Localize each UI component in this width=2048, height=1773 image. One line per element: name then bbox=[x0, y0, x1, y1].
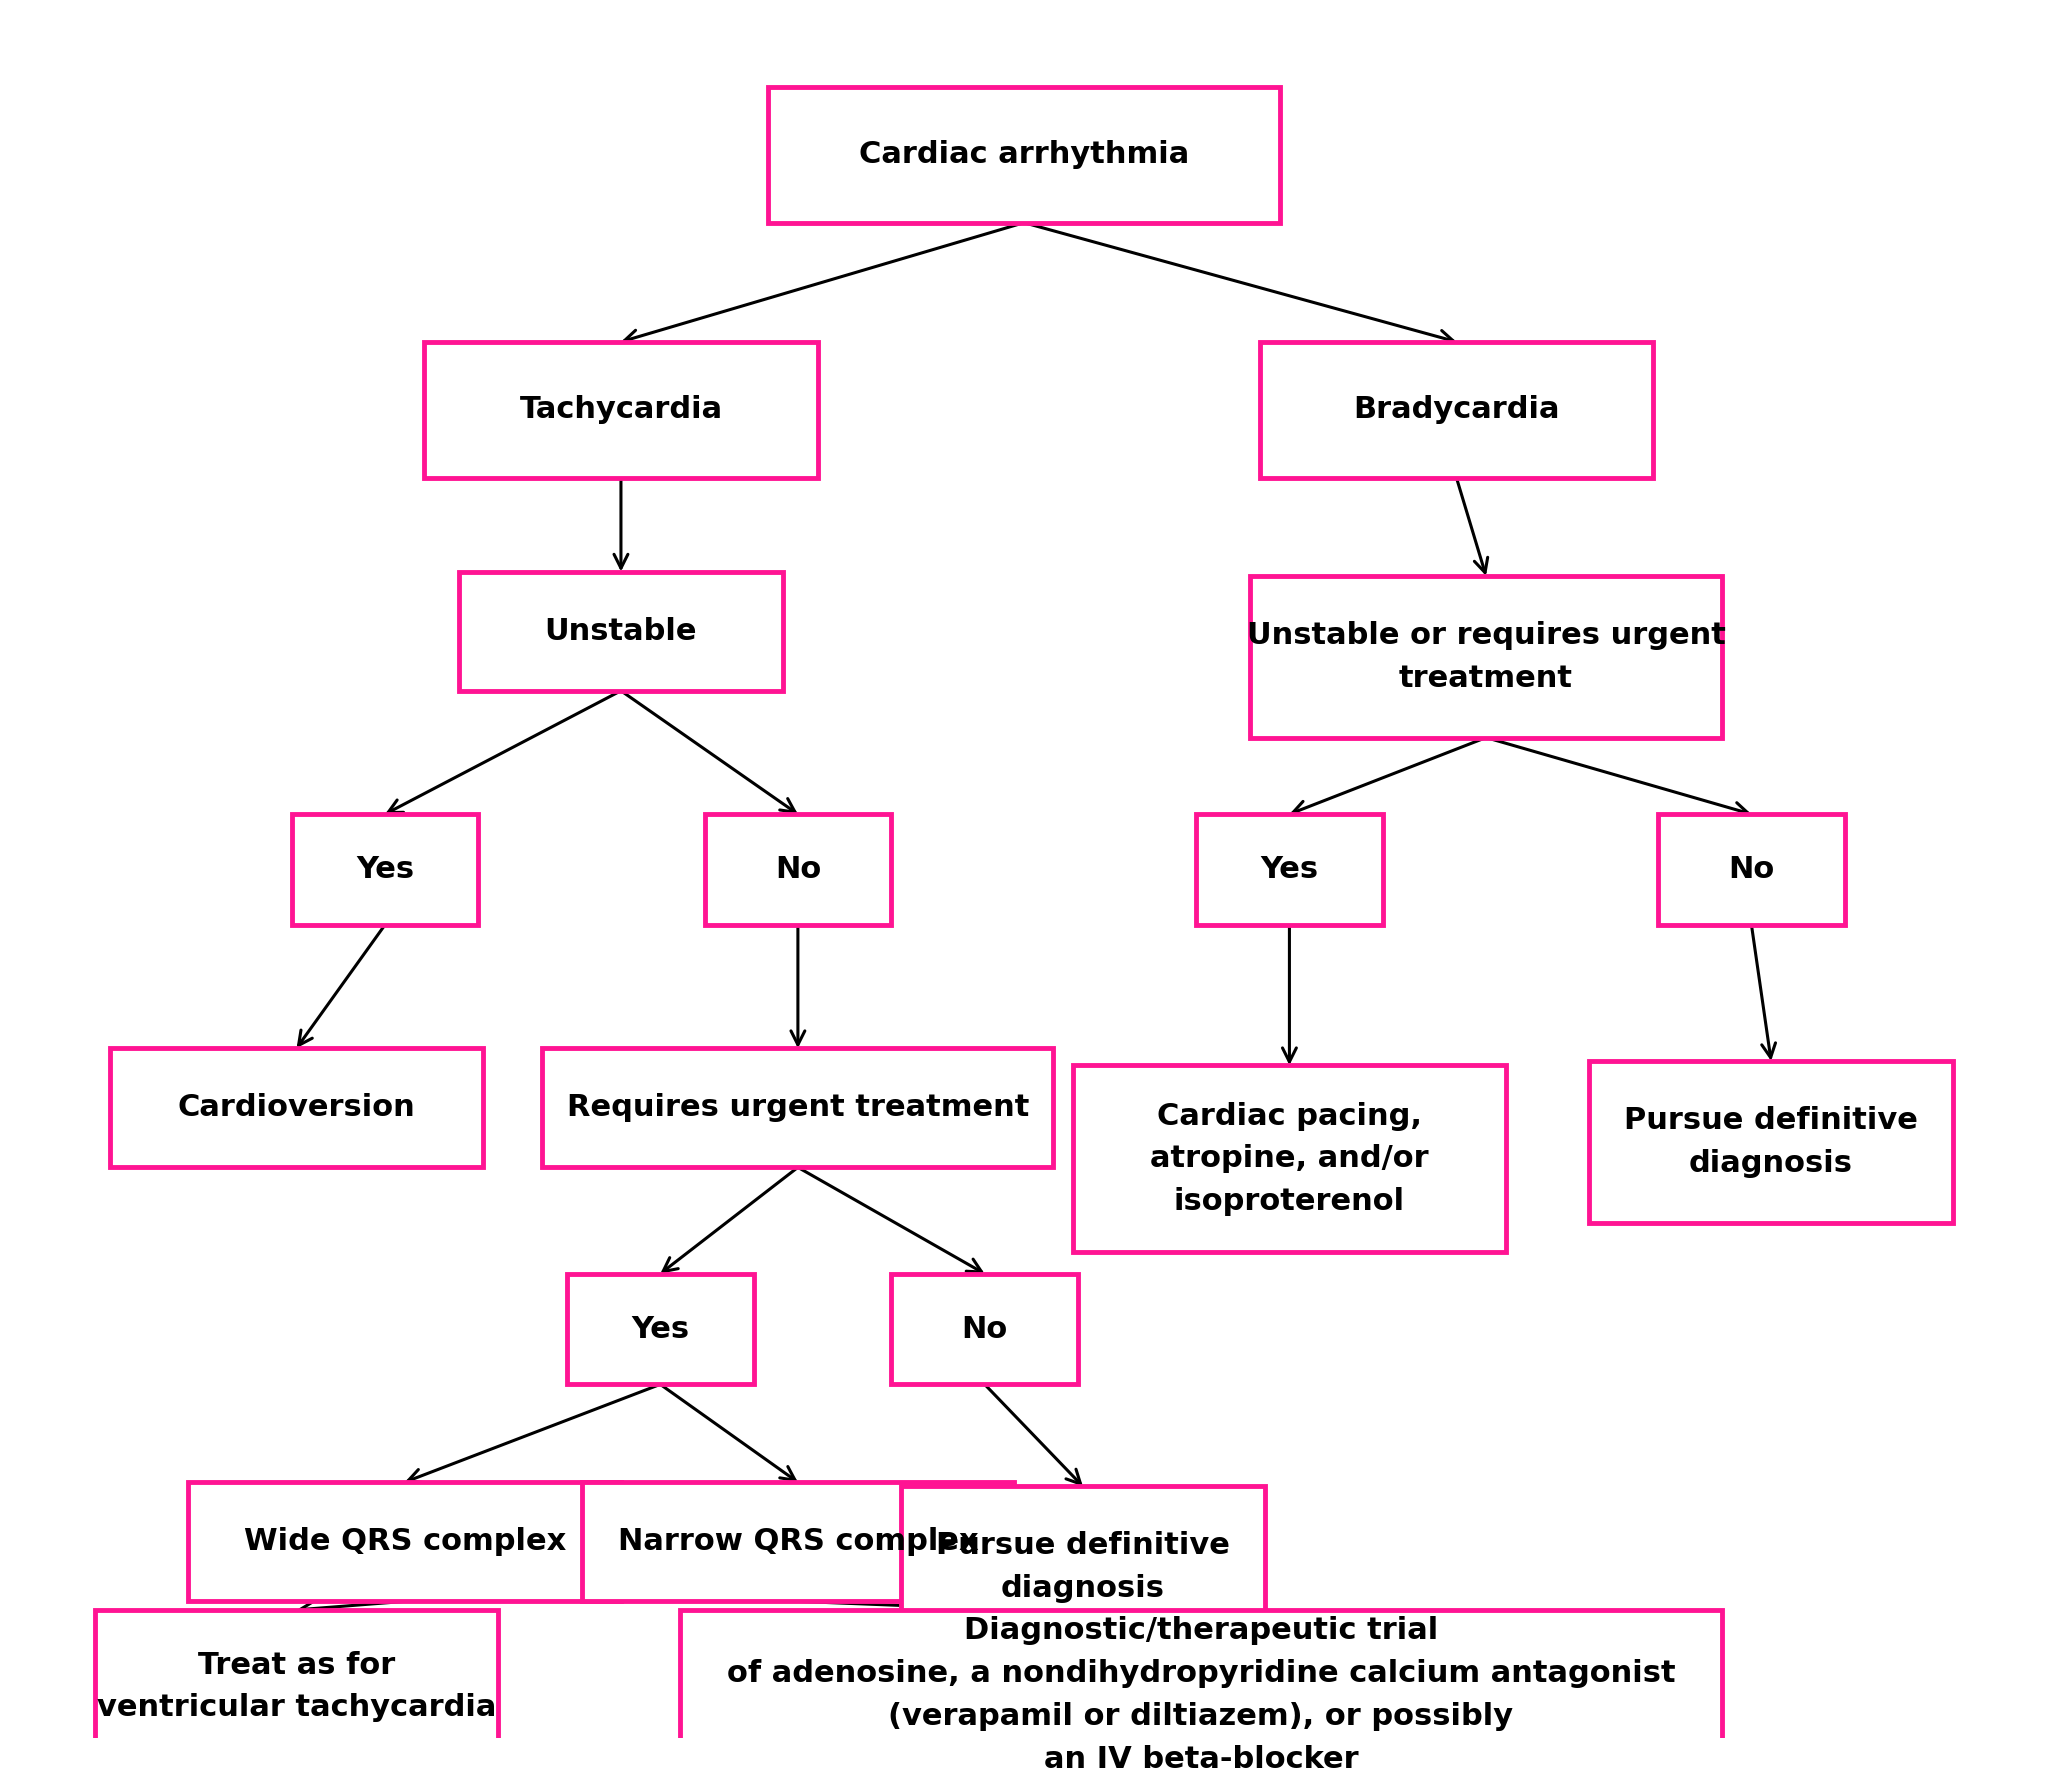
FancyBboxPatch shape bbox=[94, 1610, 498, 1762]
FancyBboxPatch shape bbox=[891, 1273, 1077, 1385]
Text: Unstable: Unstable bbox=[545, 617, 696, 645]
Text: Bradycardia: Bradycardia bbox=[1354, 395, 1561, 424]
FancyBboxPatch shape bbox=[901, 1486, 1266, 1649]
Text: Cardiac arrhythmia: Cardiac arrhythmia bbox=[858, 140, 1190, 168]
Text: No: No bbox=[963, 1314, 1008, 1344]
Text: Narrow QRS complex: Narrow QRS complex bbox=[618, 1527, 979, 1557]
FancyBboxPatch shape bbox=[1589, 1060, 1954, 1223]
FancyBboxPatch shape bbox=[291, 814, 479, 926]
FancyBboxPatch shape bbox=[459, 571, 782, 691]
Text: No: No bbox=[1729, 855, 1774, 885]
Text: Yes: Yes bbox=[631, 1314, 690, 1344]
FancyBboxPatch shape bbox=[680, 1610, 1722, 1773]
FancyBboxPatch shape bbox=[567, 1273, 754, 1385]
Text: Requires urgent treatment: Requires urgent treatment bbox=[567, 1094, 1028, 1122]
Text: Yes: Yes bbox=[356, 855, 414, 885]
FancyBboxPatch shape bbox=[582, 1482, 1014, 1601]
FancyBboxPatch shape bbox=[188, 1482, 621, 1601]
Text: Cardiac pacing,
atropine, and/or
isoproterenol: Cardiac pacing, atropine, and/or isoprot… bbox=[1151, 1101, 1430, 1216]
Text: Unstable or requires urgent
treatment: Unstable or requires urgent treatment bbox=[1247, 621, 1726, 693]
FancyBboxPatch shape bbox=[543, 1048, 1053, 1167]
Text: Pursue definitive
diagnosis: Pursue definitive diagnosis bbox=[1624, 1106, 1919, 1177]
Text: No: No bbox=[774, 855, 821, 885]
FancyBboxPatch shape bbox=[1260, 342, 1653, 479]
Text: Diagnostic/therapeutic trial
of adenosine, a nondihydropyridine calcium antagoni: Diagnostic/therapeutic trial of adenosin… bbox=[727, 1617, 1675, 1773]
Text: Wide QRS complex: Wide QRS complex bbox=[244, 1527, 565, 1557]
FancyBboxPatch shape bbox=[1249, 576, 1722, 738]
Text: Cardioversion: Cardioversion bbox=[178, 1094, 416, 1122]
Text: Treat as for
ventricular tachycardia: Treat as for ventricular tachycardia bbox=[96, 1651, 496, 1722]
FancyBboxPatch shape bbox=[1073, 1066, 1505, 1252]
FancyBboxPatch shape bbox=[424, 342, 817, 479]
FancyBboxPatch shape bbox=[1659, 814, 1845, 926]
FancyBboxPatch shape bbox=[768, 87, 1280, 223]
FancyBboxPatch shape bbox=[1196, 814, 1382, 926]
Text: Tachycardia: Tachycardia bbox=[520, 395, 723, 424]
Text: Pursue definitive
diagnosis: Pursue definitive diagnosis bbox=[936, 1532, 1231, 1603]
FancyBboxPatch shape bbox=[111, 1048, 483, 1167]
FancyBboxPatch shape bbox=[705, 814, 891, 926]
Text: Yes: Yes bbox=[1260, 855, 1319, 885]
